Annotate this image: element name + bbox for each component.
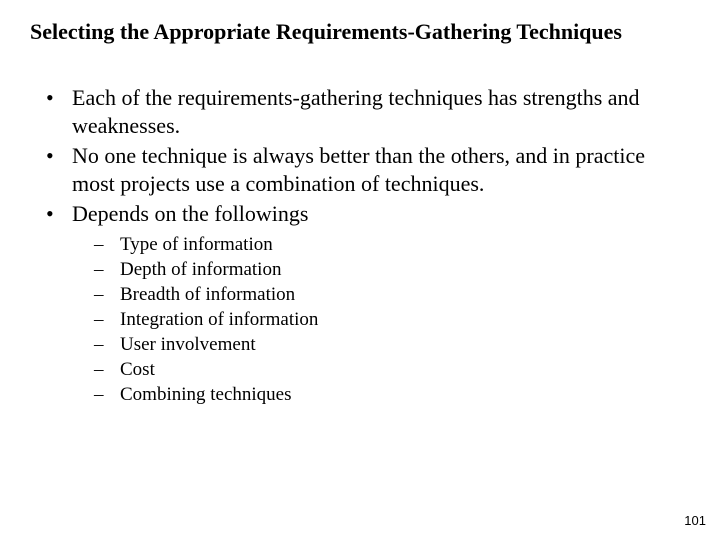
page-number: 101 [684,513,706,528]
sub-bullet-item: – User involvement [94,332,690,357]
sub-bullet-mark: – [94,332,120,357]
bullet-text: No one technique is always better than t… [72,142,690,198]
sub-bullet-text: Integration of information [120,307,318,332]
sub-bullet-item: – Integration of information [94,307,690,332]
sub-bullet-mark: – [94,257,120,282]
sub-bullet-item: – Combining techniques [94,382,690,407]
sub-bullet-text: Breadth of information [120,282,295,307]
sub-bullet-item: – Type of information [94,232,690,257]
bullet-text: Each of the requirements-gathering techn… [72,84,690,140]
sub-bullet-mark: – [94,382,120,407]
slide: Selecting the Appropriate Requirements-G… [0,0,720,540]
sub-bullet-mark: – [94,282,120,307]
sub-bullet-list: – Type of information – Depth of informa… [44,232,690,407]
bullet-mark: • [44,84,72,112]
sub-bullet-item: – Depth of information [94,257,690,282]
sub-bullet-text: Cost [120,357,155,382]
bullet-mark: • [44,200,72,228]
slide-content: • Each of the requirements-gathering tec… [30,84,690,407]
bullet-mark: • [44,142,72,170]
sub-bullet-item: – Breadth of information [94,282,690,307]
slide-title: Selecting the Appropriate Requirements-G… [30,18,690,46]
sub-bullet-text: Combining techniques [120,382,292,407]
sub-bullet-text: Type of information [120,232,273,257]
bullet-item: • Each of the requirements-gathering tec… [44,84,690,140]
sub-bullet-mark: – [94,232,120,257]
sub-bullet-mark: – [94,357,120,382]
sub-bullet-text: User involvement [120,332,256,357]
sub-bullet-item: – Cost [94,357,690,382]
sub-bullet-text: Depth of information [120,257,281,282]
sub-bullet-mark: – [94,307,120,332]
bullet-item: • No one technique is always better than… [44,142,690,198]
bullet-text: Depends on the followings [72,200,690,228]
bullet-item: • Depends on the followings [44,200,690,228]
